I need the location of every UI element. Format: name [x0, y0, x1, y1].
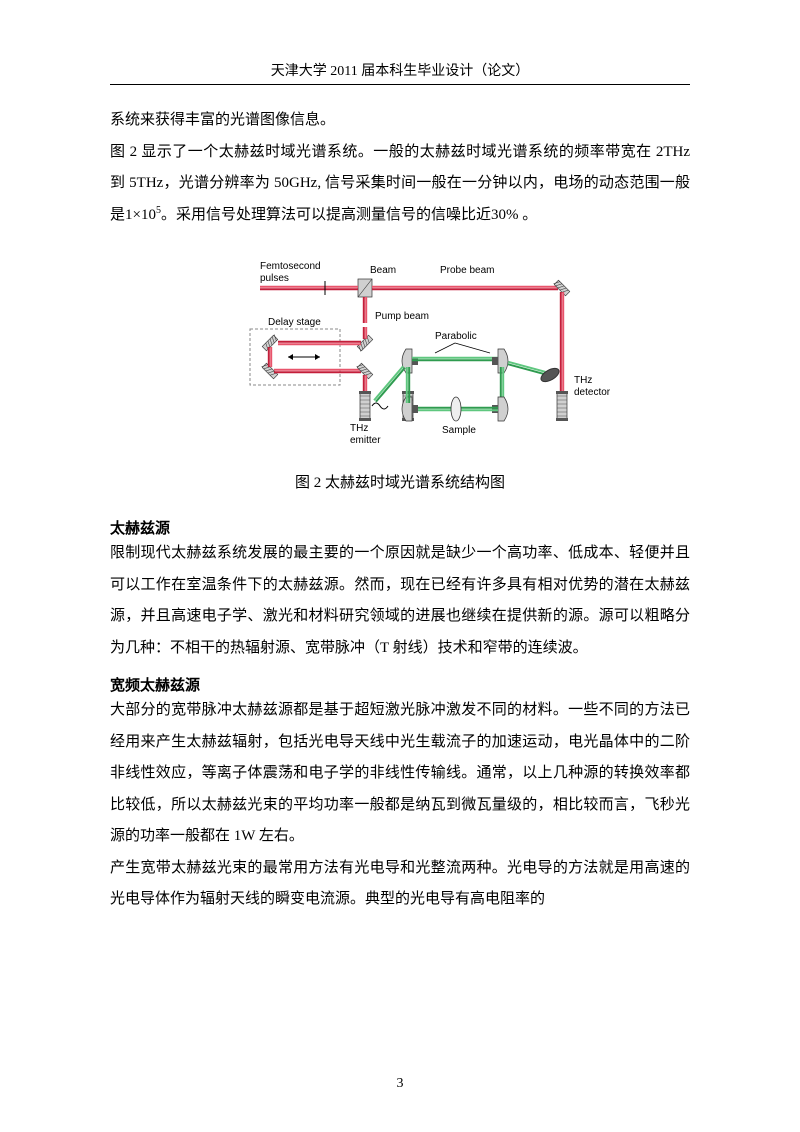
svg-text:Beam: Beam [370, 265, 396, 276]
svg-text:Parabolic: Parabolic [435, 331, 477, 342]
figure-2-caption: 图 2 太赫兹时域光谱系统结构图 [110, 471, 690, 492]
header-divider [110, 84, 690, 85]
section-1-title: 太赫兹源 [110, 517, 690, 538]
section-2-body: 大部分的宽带脉冲太赫兹源都是基于超短激光脉冲激发不同的材料。一些不同的方法已经用… [110, 695, 690, 853]
section-1-body: 限制现代太赫兹系统发展的最主要的一个原因就是缺少一个高功率、低成本、轻便并且可以… [110, 538, 690, 664]
svg-text:Femtosecond: Femtosecond [260, 261, 321, 272]
svg-text:THz: THz [574, 375, 592, 386]
svg-text:detector: detector [574, 387, 610, 398]
svg-text:Pump beam: Pump beam [375, 311, 429, 322]
svg-text:Probe beam: Probe beam [440, 265, 494, 276]
svg-text:Sample: Sample [442, 425, 476, 436]
svg-text:pulses: pulses [260, 273, 289, 284]
page-number: 3 [0, 1076, 800, 1092]
para2-b: 。采用信号处理算法可以提高测量信号的信噪比近30% 。 [161, 207, 537, 223]
svg-text:THz: THz [350, 423, 368, 434]
thz-diagram: Femtosecondpulses Beam Probe beam Pump beam… [190, 251, 610, 451]
figure-2: Femtosecondpulses Beam Probe beam Pump beam… [110, 251, 690, 456]
page-header: 天津大学 2011 届本科生毕业设计（论文） [110, 60, 690, 80]
exp-base: 1×10 [125, 207, 156, 223]
section-2-title: 宽频太赫兹源 [110, 674, 690, 695]
paragraph-1: 系统来获得丰富的光谱图像信息。 [110, 105, 690, 137]
svg-text:Delay stage: Delay stage [268, 317, 321, 328]
paragraph-2: 图 2 显示了一个太赫兹时域光谱系统。一般的太赫兹时域光谱系统的频率带宽在 2T… [110, 137, 690, 232]
section-2-body-2: 产生宽带太赫兹光束的最常用方法有光电导和光整流两种。光电导的方法就是用高速的光电… [110, 853, 690, 916]
svg-text:emitter: emitter [350, 435, 381, 446]
